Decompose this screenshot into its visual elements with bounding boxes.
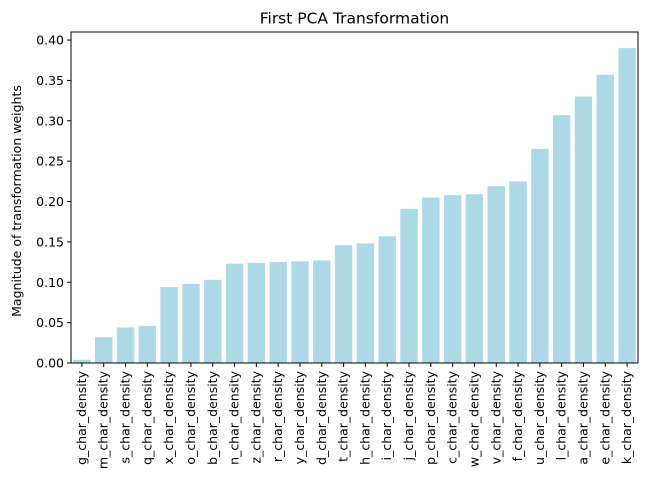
y-tick-label: 0.05: [36, 315, 64, 330]
x-tick-label: q_char_density: [139, 370, 154, 464]
x-tick-label: c_char_density: [445, 370, 460, 463]
x-tick-label: a_char_density: [575, 370, 590, 464]
x-tick-label: s_char_density: [118, 370, 133, 463]
x-tick-label: d_char_density: [314, 370, 329, 464]
y-tick-label: 0.35: [36, 73, 64, 88]
x-tick-label: i_char_density: [379, 370, 394, 460]
bar-z_char_density: [247, 262, 266, 363]
x-tick-label: h_char_density: [357, 370, 372, 464]
y-tick-label: 0.15: [36, 234, 64, 249]
x-tick-label: z_char_density: [248, 370, 263, 463]
x-tick-label: y_char_density: [292, 370, 307, 464]
x-tick-label: u_char_density: [532, 370, 547, 464]
bar-c_char_density: [443, 195, 462, 363]
bars-group: [73, 48, 636, 364]
x-tick-label: r_char_density: [270, 370, 285, 462]
x-tick-label: w_char_density: [466, 370, 481, 467]
bar-k_char_density: [618, 48, 636, 364]
bar-n_char_density: [225, 263, 244, 363]
x-tick-label: v_char_density: [488, 370, 503, 464]
y-tick-label: 0.20: [36, 194, 64, 209]
y-axis-label: Magnitude of transformation weights: [9, 85, 24, 317]
y-tick-label: 0.10: [36, 275, 64, 290]
bar-o_char_density: [182, 283, 200, 363]
bar-e_char_density: [596, 74, 615, 363]
bar-d_char_density: [313, 260, 331, 363]
bar-y_char_density: [291, 261, 309, 363]
x-tick-label: p_char_density: [423, 370, 438, 464]
plot-frame: [70, 31, 639, 364]
x-axis-ticks: g_char_density m_char_density s_char_densi…: [74, 363, 634, 469]
bar-w_char_density: [465, 194, 484, 363]
x-tick-label: l_char_density: [554, 370, 569, 460]
bar-i_char_density: [378, 236, 396, 363]
y-tick-label: 0.25: [36, 154, 64, 169]
y-tick-label: 0.30: [36, 113, 64, 128]
bar-f_char_density: [509, 181, 527, 363]
bar-l_char_density: [552, 115, 571, 364]
bar-p_char_density: [422, 197, 440, 363]
x-tick-label: g_char_density: [74, 370, 89, 464]
bar-v_char_density: [487, 186, 505, 363]
x-tick-label: m_char_density: [96, 370, 111, 469]
x-tick-label: x_char_density: [161, 370, 176, 464]
bar-u_char_density: [531, 149, 549, 363]
x-tick-label: t_char_density: [336, 370, 351, 461]
bar-r_char_density: [269, 262, 287, 363]
bar-g_char_density: [73, 359, 91, 363]
x-tick-label: j_char_density: [401, 370, 416, 461]
bar-x_char_density: [160, 287, 178, 363]
x-tick-label: e_char_density: [597, 370, 612, 464]
bar-s_char_density: [116, 327, 135, 363]
x-tick-label: o_char_density: [183, 370, 198, 464]
x-tick-label: f_char_density: [510, 370, 525, 461]
bar-m_char_density: [94, 337, 113, 363]
y-axis-ticks: 0.00 0.05 0.10 0.15 0.20 0.25 0.30 0.35 0.40: [36, 33, 71, 371]
bar-h_char_density: [356, 243, 375, 363]
x-tick-label: k_char_density: [619, 370, 634, 464]
bar-t_char_density: [334, 245, 353, 363]
bar-b_char_density: [204, 279, 222, 363]
bar-a_char_density: [574, 96, 593, 363]
y-tick-label: 0.00: [36, 356, 64, 371]
bar-q_char_density: [138, 325, 157, 363]
y-tick-label: 0.40: [36, 33, 64, 48]
x-tick-label: b_char_density: [205, 370, 220, 464]
bar-j_char_density: [400, 208, 418, 363]
chart-title: First PCA Transformation: [260, 10, 450, 28]
x-tick-label: n_char_density: [227, 370, 242, 464]
